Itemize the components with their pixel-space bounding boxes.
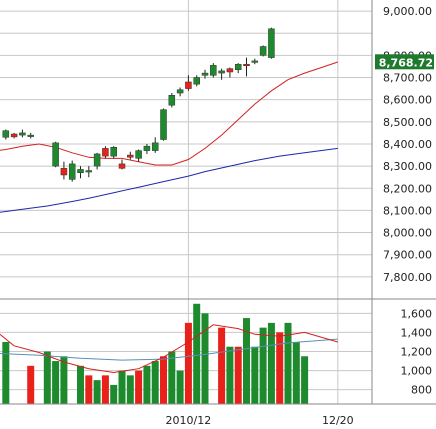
- candle: [160, 109, 167, 140]
- candle: [60, 168, 68, 176]
- candle: [10, 133, 18, 138]
- candle: [234, 63, 242, 71]
- volume-bar: [85, 375, 93, 404]
- price-tick-label: 8,600.00: [383, 94, 432, 107]
- volume-bar: [101, 375, 109, 404]
- candle: [218, 70, 225, 74]
- volume-ma-long-line: [0, 338, 338, 361]
- candle: [185, 81, 192, 89]
- price-tick-label: 8,200.00: [383, 182, 432, 195]
- volume-bar: [251, 346, 259, 404]
- ma-long-line: [0, 147, 338, 213]
- volume-bar: [43, 351, 51, 404]
- candle: [52, 142, 59, 167]
- candle: [93, 153, 101, 167]
- x-tick-label: 12/20: [322, 414, 354, 427]
- candle: [68, 163, 76, 180]
- volume-bar: [226, 346, 234, 404]
- volume-tick-label: 1,000: [401, 365, 433, 378]
- volume-bar: [52, 361, 60, 404]
- candle: [210, 65, 217, 76]
- price-tick-label: 8,400.00: [383, 138, 432, 151]
- candle: [259, 46, 267, 56]
- price-tick-label: 8,500.00: [383, 116, 432, 129]
- x-tick-label: 2010/12: [166, 414, 212, 427]
- volume-bar: [234, 346, 242, 404]
- candle: [268, 28, 275, 58]
- volume-bar: [292, 341, 300, 404]
- volume-bar: [176, 370, 184, 404]
- candle: [127, 154, 134, 158]
- candle: [2, 130, 10, 138]
- price-tick-label: 8,700.00: [383, 72, 432, 85]
- candle: [201, 72, 209, 76]
- last-price-box: [375, 54, 434, 70]
- volume-ma-short-line: [0, 324, 338, 374]
- volume-bar: [276, 332, 284, 404]
- volume-bar: [184, 322, 192, 404]
- volume-tick-label: 1,200: [401, 346, 433, 359]
- volume-bar: [151, 361, 159, 404]
- price-tick-label: 8,000.00: [383, 227, 432, 240]
- volume-bar: [259, 327, 267, 404]
- volume-tick-label: 1,600: [401, 307, 433, 320]
- volume-bar: [267, 322, 275, 404]
- volume-bar: [218, 327, 226, 404]
- volume-bar: [201, 313, 209, 404]
- volume-bar: [93, 380, 101, 404]
- volume-bar: [2, 341, 10, 404]
- candle: [176, 89, 184, 94]
- price-panel: 7,800.00 7,900.00 8,000.00 8,100.00 8,200.00…: [0, 0, 434, 404]
- price-tick-label: 7,900.00: [383, 249, 432, 262]
- volume-bar: [118, 370, 126, 404]
- volume-bar: [160, 356, 168, 404]
- volume-bar: [60, 356, 68, 404]
- volume-bar: [110, 384, 118, 404]
- candle: [27, 134, 34, 137]
- volume-tick-label: 800: [411, 384, 432, 397]
- volume-bar: [284, 322, 292, 404]
- volume-bar: [143, 365, 151, 404]
- price-tick-label: 9,000.00: [383, 5, 432, 18]
- last-price-label: 8,768.72: [379, 56, 433, 69]
- candle: [85, 170, 93, 173]
- volume-panel: 800 1,000 1,200 1,400 1,600: [0, 303, 433, 404]
- candle: [19, 132, 26, 136]
- candle: [251, 60, 259, 63]
- price-tick-label: 8,300.00: [383, 160, 432, 173]
- candle: [226, 68, 234, 73]
- volume-tick-label: 1,400: [401, 326, 433, 339]
- volume-bar: [301, 356, 309, 404]
- ma-short-line: [0, 61, 338, 166]
- price-tick-label: 8,100.00: [383, 204, 432, 217]
- candle: [135, 150, 142, 159]
- volume-bar: [126, 375, 134, 404]
- candle: [77, 169, 84, 174]
- candle: [151, 142, 159, 151]
- candle: [168, 94, 176, 106]
- volume-bar: [168, 351, 176, 404]
- candle: [143, 145, 151, 151]
- volume-bar: [27, 365, 35, 404]
- price-tick-label: 7,800.00: [383, 271, 432, 284]
- volume-bar: [193, 303, 201, 404]
- candle: [193, 77, 200, 85]
- volume-bar: [243, 318, 251, 404]
- candle: [243, 63, 250, 66]
- candle: [110, 147, 117, 157]
- candle: [118, 163, 126, 169]
- candle: [102, 148, 109, 157]
- volume-bar: [77, 365, 85, 404]
- volume-bar: [135, 370, 143, 404]
